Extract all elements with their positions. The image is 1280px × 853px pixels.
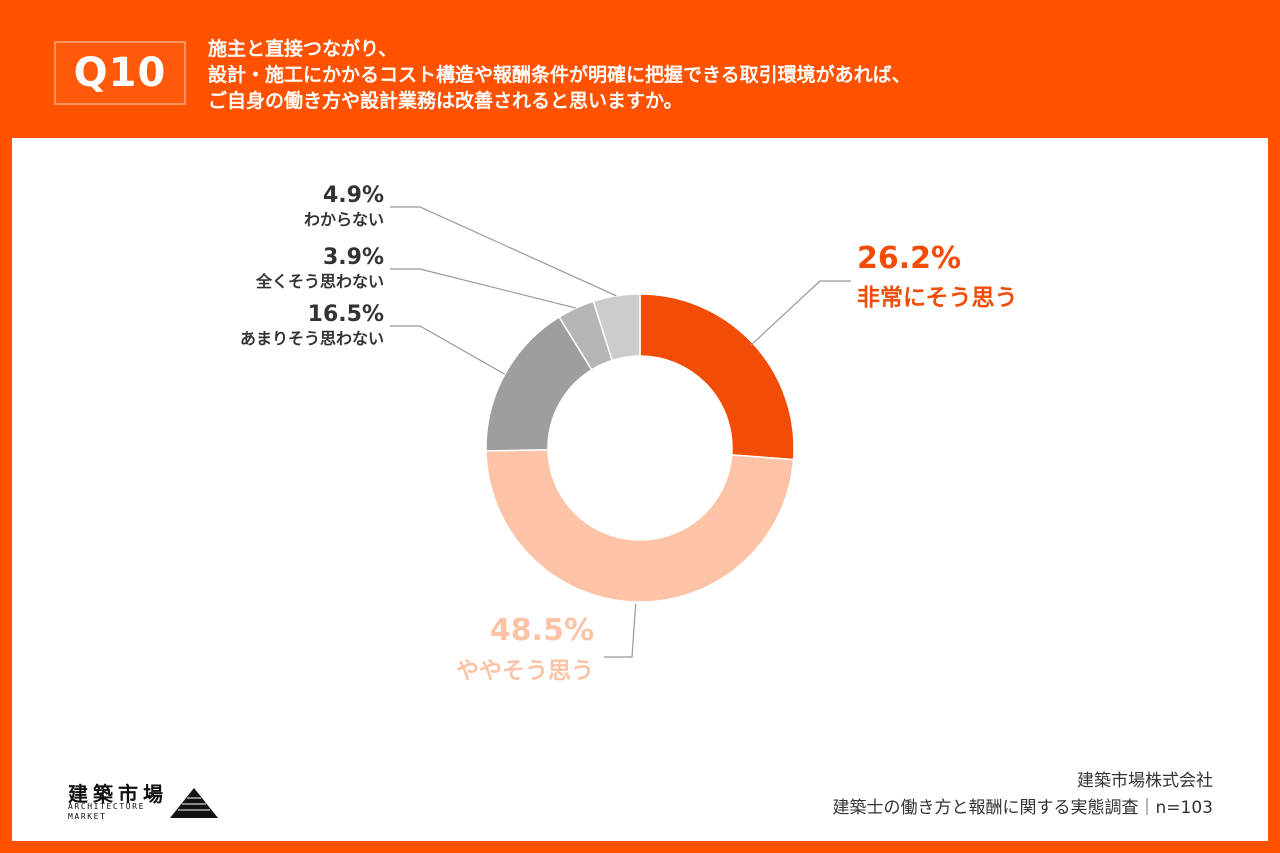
slice-category-label-1: 非常にそう思う	[857, 285, 1018, 311]
question-badge: Q10	[54, 41, 186, 105]
leader-line-4	[390, 268, 576, 309]
donut-slice-5	[592, 293, 641, 362]
leader-line-2	[604, 603, 637, 658]
question-line-3: ご自身の働き方や設計業務は改善されると思いますか。	[208, 90, 683, 112]
donut-slice-1	[639, 293, 795, 461]
logo-english-line-2: MARKET	[68, 812, 107, 821]
donut-slice-2	[485, 448, 795, 603]
slice-value-label-4: 3.9%	[323, 245, 384, 270]
slice-category-label-3: あまりそう思わない	[240, 329, 384, 348]
slice-value-label-5: 4.9%	[323, 183, 384, 208]
leader-line-1	[750, 280, 851, 346]
slice-value-label-3: 16.5%	[308, 302, 384, 327]
question-text: 施主と直接つながり、 設計・施工にかかるコスト構造や報酬条件が明確に把握できる取…	[208, 36, 1248, 114]
source-footer: 建築市場株式会社 建築士の働き方と報酬に関する実態調査｜n=103	[833, 768, 1213, 822]
logo-english: ARCHITECTURE MARKET	[68, 802, 145, 822]
slice-category-label-5: わからない	[304, 210, 384, 229]
logo-english-line-1: ARCHITECTURE	[68, 802, 145, 811]
company-logo: 建築市場 ARCHITECTURE MARKET	[68, 778, 268, 838]
question-line-1: 施主と直接つながり、	[208, 38, 398, 60]
leader-line-5	[390, 206, 617, 297]
logo-kanji: 建築市場	[68, 782, 168, 806]
chart-panel: 26.2% 非常にそう思う 48.5% ややそう思う 16.5% あまりそう思わない 3.9…	[12, 138, 1268, 841]
mountain-logo-icon	[170, 788, 218, 818]
donut-chart: 26.2% 非常にそう思う 48.5% ややそう思う 16.5% あまりそう思わない 3.9…	[240, 183, 1018, 684]
slice-category-label-4: 全くそう思わない	[255, 272, 384, 291]
survey-caption: 建築士の働き方と報酬に関する実態調査｜n=103	[832, 798, 1213, 818]
slice-value-label-2: 48.5%	[490, 613, 594, 648]
slice-category-label-2: ややそう思う	[456, 658, 594, 684]
slice-value-label-1: 26.2%	[857, 241, 961, 276]
leader-line-3	[390, 325, 506, 375]
question-line-2: 設計・施工にかかるコスト構造や報酬条件が明確に把握できる取引環境があれば、	[208, 64, 911, 86]
company-name: 建築市場株式会社	[1077, 771, 1213, 791]
header: Q10 施主と直接つながり、 設計・施工にかかるコスト構造や報酬条件が明確に把握…	[0, 0, 1280, 138]
